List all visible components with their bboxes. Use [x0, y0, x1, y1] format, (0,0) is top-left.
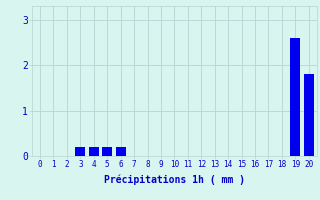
X-axis label: Précipitations 1h ( mm ): Précipitations 1h ( mm )	[104, 175, 245, 185]
Bar	[116, 147, 126, 156]
Bar	[290, 38, 300, 156]
Bar	[102, 147, 112, 156]
Bar	[89, 147, 99, 156]
Bar	[75, 147, 85, 156]
Bar	[304, 74, 314, 156]
